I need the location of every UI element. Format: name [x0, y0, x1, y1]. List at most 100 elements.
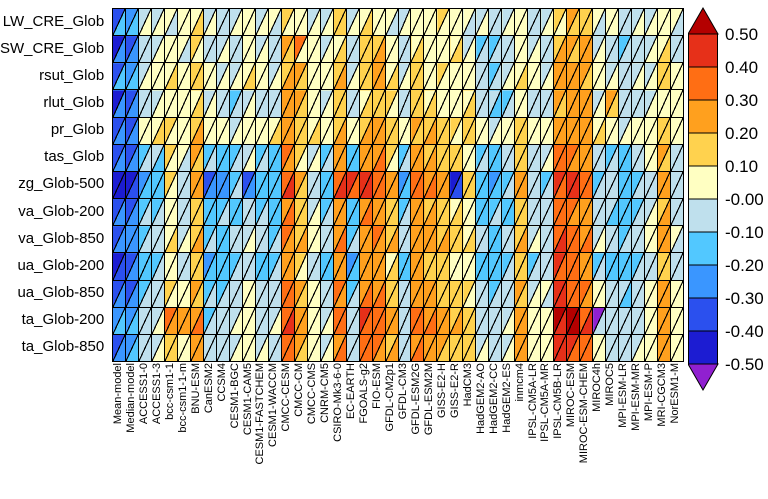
cell-diagonal-divider [139, 172, 151, 198]
cell-diagonal-divider [593, 308, 605, 334]
cell-diagonal-divider [217, 281, 229, 307]
heatmap-cell [256, 281, 268, 307]
cell-diagonal-divider [295, 253, 307, 279]
cell-diagonal-divider [191, 308, 203, 334]
cell-diagonal-divider [269, 253, 281, 279]
column-label-text: GFDL-ESM2G [411, 363, 422, 435]
heatmap-cell [295, 63, 307, 89]
cell-diagonal-divider [528, 36, 540, 62]
heatmap-cell [373, 199, 385, 225]
heatmap-cell [126, 118, 138, 144]
cell-diagonal-divider [139, 145, 151, 171]
heatmap-cell [321, 145, 333, 171]
heatmap-cell [606, 36, 618, 62]
cell-diagonal-divider [437, 118, 449, 144]
heatmap-cell [632, 335, 644, 361]
heatmap-cell [321, 9, 333, 35]
cell-diagonal-divider [671, 118, 683, 144]
heatmap-grid [112, 8, 684, 362]
cell-diagonal-divider [126, 199, 138, 225]
cell-diagonal-divider [645, 199, 657, 225]
cell-diagonal-divider [178, 199, 190, 225]
heatmap-cell [450, 90, 462, 116]
cell-diagonal-divider [295, 36, 307, 62]
heatmap-cell [489, 172, 501, 198]
heatmap-cell [658, 281, 670, 307]
heatmap-cell [489, 253, 501, 279]
cell-diagonal-divider [347, 253, 359, 279]
heatmap-cell [191, 172, 203, 198]
heatmap-cell [334, 226, 346, 252]
cell-diagonal-divider [463, 335, 475, 361]
heatmap-cell [606, 118, 618, 144]
heatmap-cell [424, 36, 436, 62]
cell-diagonal-divider [463, 308, 475, 334]
cell-diagonal-divider [204, 145, 216, 171]
cell-diagonal-divider [411, 9, 423, 35]
cell-diagonal-divider [399, 145, 411, 171]
heatmap-cell [437, 226, 449, 252]
cell-diagonal-divider [671, 308, 683, 334]
heatmap-cell [437, 253, 449, 279]
column-label-text: MIROC5 [605, 363, 616, 406]
heatmap-cell [619, 9, 631, 35]
cell-diagonal-divider [256, 226, 268, 252]
heatmap-cell [502, 199, 514, 225]
heatmap-cell [463, 308, 475, 334]
heatmap-cell [489, 36, 501, 62]
heatmap-cell [411, 36, 423, 62]
heatmap-cell [126, 281, 138, 307]
heatmap-cell [204, 172, 216, 198]
heatmap-cell [450, 226, 462, 252]
cell-diagonal-divider [593, 253, 605, 279]
cell-diagonal-divider [645, 36, 657, 62]
cell-diagonal-divider [437, 281, 449, 307]
heatmap-cell [554, 335, 566, 361]
heatmap-cell [347, 172, 359, 198]
heatmap-cell [541, 199, 553, 225]
cell-diagonal-divider [528, 90, 540, 116]
row-label: va_Glob-850 [0, 225, 109, 252]
heatmap-cell [243, 199, 255, 225]
cell-diagonal-divider [113, 172, 125, 198]
cell-diagonal-divider [269, 63, 281, 89]
cell-diagonal-divider [230, 308, 242, 334]
cell-diagonal-divider [126, 335, 138, 361]
cell-diagonal-divider [347, 63, 359, 89]
row-label: SW_CRE_Glob [0, 35, 109, 62]
heatmap-cell [515, 253, 527, 279]
heatmap-cell [113, 145, 125, 171]
cell-diagonal-divider [463, 226, 475, 252]
cell-diagonal-divider [541, 9, 553, 35]
heatmap-cell [476, 226, 488, 252]
cell-diagonal-divider [217, 63, 229, 89]
heatmap-cell [580, 9, 592, 35]
heatmap-cell [139, 308, 151, 334]
heatmap-cell [606, 172, 618, 198]
heatmap-cell [347, 308, 359, 334]
heatmap-cell [541, 118, 553, 144]
heatmap-cell [671, 9, 683, 35]
cell-diagonal-divider [165, 335, 177, 361]
cell-diagonal-divider [347, 172, 359, 198]
heatmap-cell [308, 172, 320, 198]
heatmap-cell [476, 308, 488, 334]
cell-diagonal-divider [360, 199, 372, 225]
heatmap-cell [308, 9, 320, 35]
cell-diagonal-divider [165, 308, 177, 334]
colorbar-tick-label: 0.10 [725, 157, 758, 176]
cell-diagonal-divider [528, 308, 540, 334]
cell-diagonal-divider [463, 145, 475, 171]
heatmap-cell [152, 335, 164, 361]
heatmap-cell [373, 145, 385, 171]
cell-diagonal-divider [217, 36, 229, 62]
heatmap-cell [334, 335, 346, 361]
heatmap-cell [528, 226, 540, 252]
heatmap-cell [152, 36, 164, 62]
heatmap-cell [671, 308, 683, 334]
cell-diagonal-divider [424, 118, 436, 144]
column-label: CESM1-WACCM [267, 363, 280, 497]
heatmap-cell [658, 199, 670, 225]
cell-diagonal-divider [450, 226, 462, 252]
heatmap-cell [645, 172, 657, 198]
